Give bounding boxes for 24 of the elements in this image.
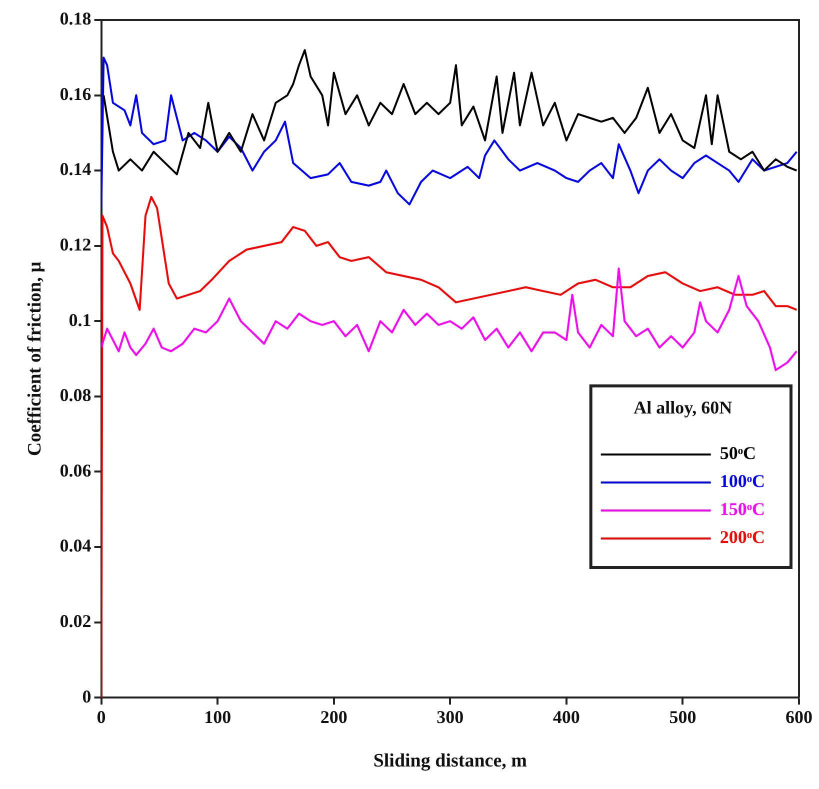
y-tick-label: 0.1 — [68, 310, 92, 330]
y-tick-label: 0.02 — [60, 610, 92, 631]
x-tick-label: 0 — [96, 707, 106, 728]
x-tick-label: 100 — [204, 707, 232, 728]
y-tick-label: 0.06 — [60, 460, 92, 480]
y-tick-label: 0 — [82, 686, 92, 706]
y-tick-label: 0.08 — [60, 385, 92, 406]
text: 150ᵒC — [720, 499, 766, 520]
x-tick-label: 400 — [552, 707, 580, 728]
y-tick-label: 0.12 — [60, 234, 92, 255]
y-tick-label: 0.16 — [60, 84, 92, 104]
x-axis-title: Sliding distance, m — [373, 750, 528, 772]
y-tick-label: 0.14 — [60, 159, 92, 180]
text: 50ᵒC — [720, 443, 756, 464]
x-tick-label: 500 — [669, 707, 696, 728]
legend-title: Al alloy, 60N — [634, 398, 732, 418]
y-tick-label: 0.18 — [60, 8, 92, 29]
text: 200ᵒC — [720, 527, 766, 548]
y-tick-label: 0.04 — [60, 536, 92, 556]
x-tick-label: 600 — [786, 707, 812, 728]
x-tick-label: 200 — [320, 707, 348, 728]
text: 100ᵒC — [720, 471, 766, 492]
x-tick-label: 300 — [436, 707, 464, 728]
y-axis-title: Coefficient of friction, μ — [24, 261, 46, 456]
